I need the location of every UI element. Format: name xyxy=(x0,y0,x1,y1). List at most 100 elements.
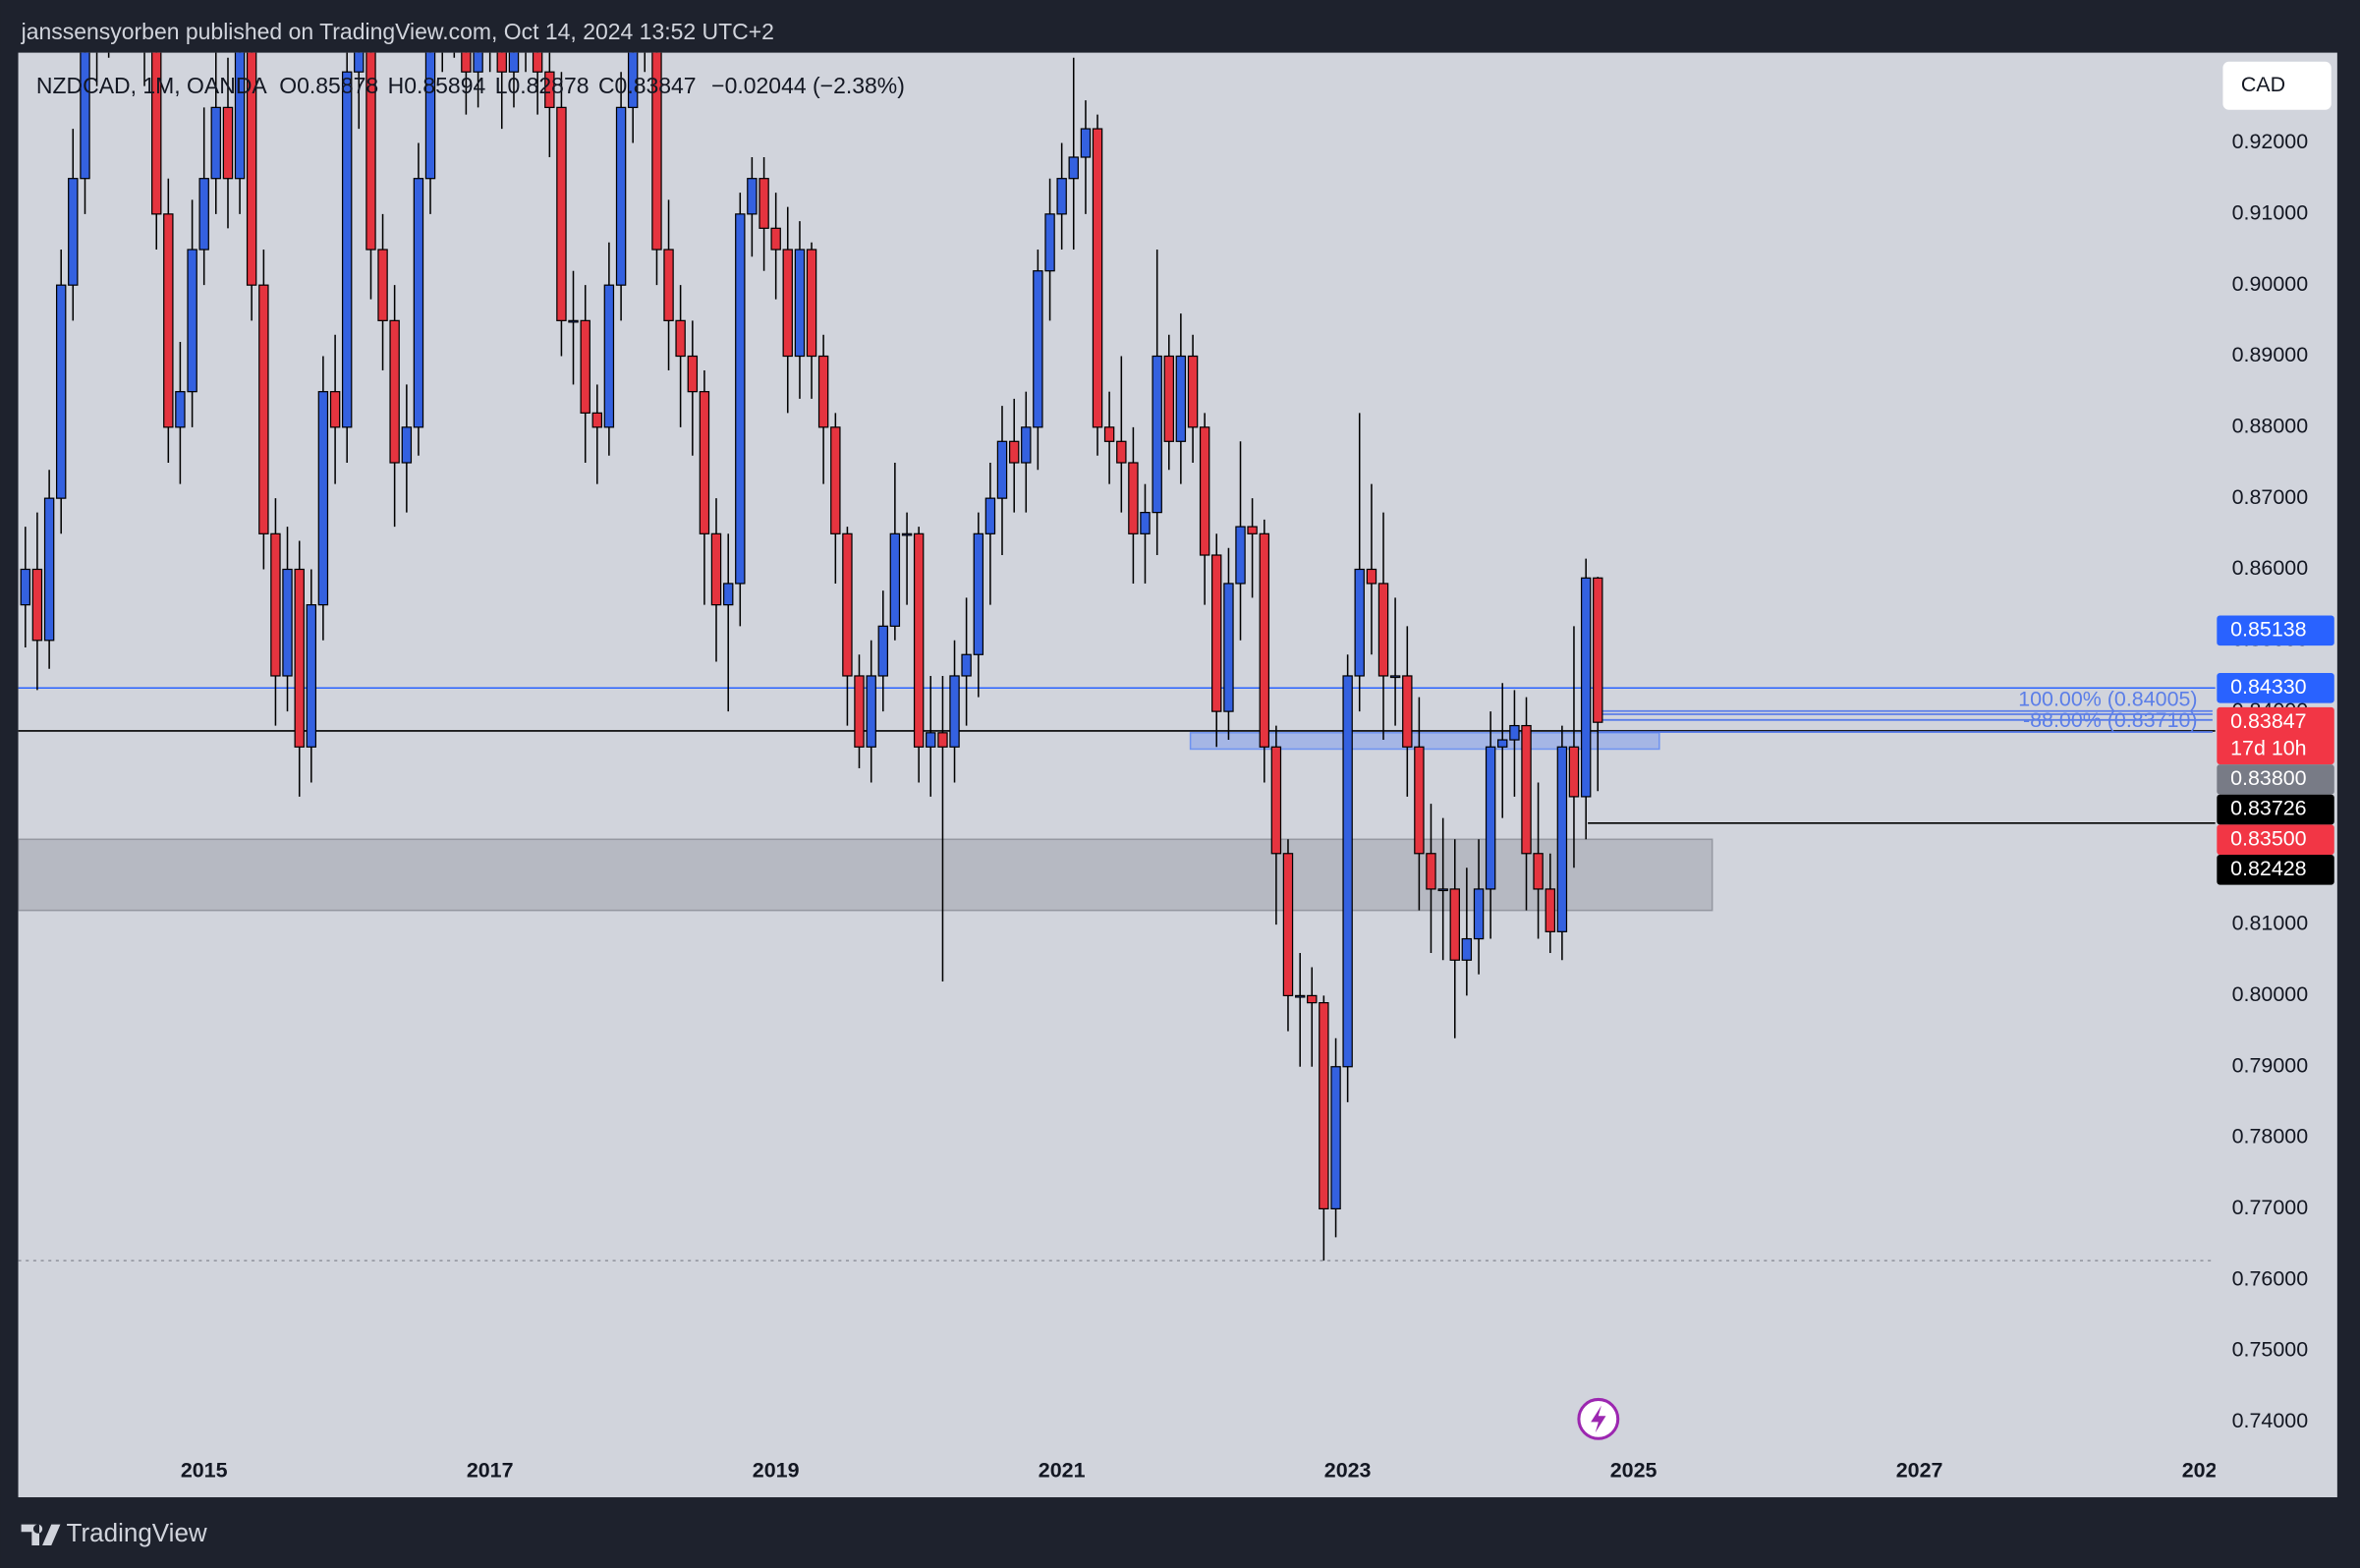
candle-body xyxy=(1235,526,1246,585)
y-tick-label: 0.86000 xyxy=(2232,556,2309,580)
candle-body xyxy=(806,249,817,358)
candle-body xyxy=(544,71,555,108)
chart-panel xyxy=(18,52,2337,1498)
price-label-box xyxy=(2217,854,2334,885)
candle-body xyxy=(1103,426,1115,442)
icon-bolt[interactable] xyxy=(1591,1405,1606,1433)
candle-body xyxy=(1008,440,1020,464)
candle-body xyxy=(996,440,1008,499)
candle-body xyxy=(1485,746,1496,890)
candle-body xyxy=(1449,888,1460,961)
candle-body xyxy=(210,106,221,180)
candle-body xyxy=(401,426,413,464)
candle-body xyxy=(1223,583,1234,712)
x-tick-label: 2021 xyxy=(1039,1459,1086,1483)
candle-body xyxy=(1545,888,1556,932)
candle-body xyxy=(830,426,841,534)
price-label-box xyxy=(2217,764,2334,795)
candle-body xyxy=(282,568,293,677)
candle-body xyxy=(1402,675,1413,748)
candle-body xyxy=(80,52,90,180)
candle-body xyxy=(877,625,888,677)
x-tick-label: 2029 xyxy=(2182,1459,2229,1483)
y-tick-label: 0.74000 xyxy=(2232,1409,2309,1432)
candle-body xyxy=(949,675,960,748)
candle-body xyxy=(1426,853,1436,890)
candle-body xyxy=(424,52,436,180)
candle-body xyxy=(496,52,507,73)
currency-label[interactable]: CAD xyxy=(2241,73,2285,96)
countdown-label: 17d 10h xyxy=(2230,736,2307,759)
candle-body xyxy=(817,355,829,428)
candle-body xyxy=(1282,853,1294,997)
candle-body xyxy=(580,319,590,414)
y-tick-label: 0.75000 xyxy=(2232,1338,2309,1362)
candle-body xyxy=(842,532,853,677)
candle-body xyxy=(1389,675,1401,679)
y-tick-label: 0.92000 xyxy=(2232,130,2309,153)
candle-body xyxy=(615,106,627,286)
candle-body xyxy=(710,532,722,606)
candle-body xyxy=(854,675,865,748)
candle-body xyxy=(473,52,483,73)
candle-body xyxy=(198,178,209,251)
candle-body xyxy=(413,178,424,428)
price-label: 0.83800 xyxy=(2230,766,2307,790)
candle-body xyxy=(1319,1002,1329,1209)
chart-legend: NZDCAD, 1M, OANDA O0.85878 H0.85894 L0.8… xyxy=(36,73,905,98)
plot-area: 100.00% (0.84005)-88.00% (0.83710) xyxy=(18,52,2216,1261)
candle-body xyxy=(222,106,234,180)
y-tick-label: 0.91000 xyxy=(2232,201,2309,225)
candle-body xyxy=(20,568,31,606)
candle-body xyxy=(782,249,793,358)
candle-body xyxy=(43,497,55,642)
candle-body xyxy=(961,653,972,677)
price-label-box xyxy=(2217,672,2334,703)
currency-button[interactable] xyxy=(2222,61,2332,110)
candle-body xyxy=(377,249,388,321)
x-tick-label: 2015 xyxy=(181,1459,228,1483)
y-tick-label: 0.77000 xyxy=(2232,1196,2309,1219)
price-label: 0.83726 xyxy=(2230,797,2307,820)
candle-body xyxy=(1092,128,1103,428)
candle-body xyxy=(1556,746,1568,932)
candle-body xyxy=(1044,213,1055,272)
candle-body xyxy=(866,675,876,748)
candle-body xyxy=(1509,724,1520,741)
candle-body xyxy=(175,391,186,428)
x-tick-label: 2023 xyxy=(1324,1459,1372,1483)
candle-body xyxy=(1068,156,1079,180)
candle-body xyxy=(508,52,520,73)
candle-body xyxy=(1080,128,1092,158)
candle-body xyxy=(591,412,603,428)
lightning-icon[interactable] xyxy=(1577,1397,1620,1440)
price-label: 0.82428 xyxy=(2230,857,2307,880)
x-tick-label: 2027 xyxy=(1896,1459,1943,1483)
candle-body xyxy=(1414,746,1425,855)
candle-body xyxy=(1461,937,1473,961)
candle-body xyxy=(1342,675,1353,1068)
candle-body xyxy=(735,213,746,585)
candle-body xyxy=(1056,178,1067,215)
candle-body xyxy=(365,52,376,251)
candle-body xyxy=(258,284,269,534)
candle-body xyxy=(55,284,67,499)
candle-body xyxy=(1033,270,1043,428)
header-title: janssensyorben published on TradingView.… xyxy=(21,19,774,44)
price-label: 0.84330 xyxy=(2230,675,2307,699)
y-tick-label: 0.87000 xyxy=(2232,485,2309,509)
candle-body xyxy=(1021,426,1032,464)
y-tick-label: 0.79000 xyxy=(2232,1053,2309,1077)
candle-body xyxy=(1259,532,1270,748)
candle-body xyxy=(461,52,472,73)
candle-body xyxy=(1199,426,1210,556)
candle-body xyxy=(163,213,174,428)
brand-name: TradingView xyxy=(67,1518,207,1547)
candle-body xyxy=(389,319,400,464)
candle-body xyxy=(568,319,579,323)
candle-body xyxy=(1152,355,1162,514)
y-tick-label: 0.90000 xyxy=(2232,272,2309,296)
candle-body xyxy=(1473,888,1485,940)
candle-body xyxy=(1377,583,1389,677)
candle-body xyxy=(747,178,758,215)
